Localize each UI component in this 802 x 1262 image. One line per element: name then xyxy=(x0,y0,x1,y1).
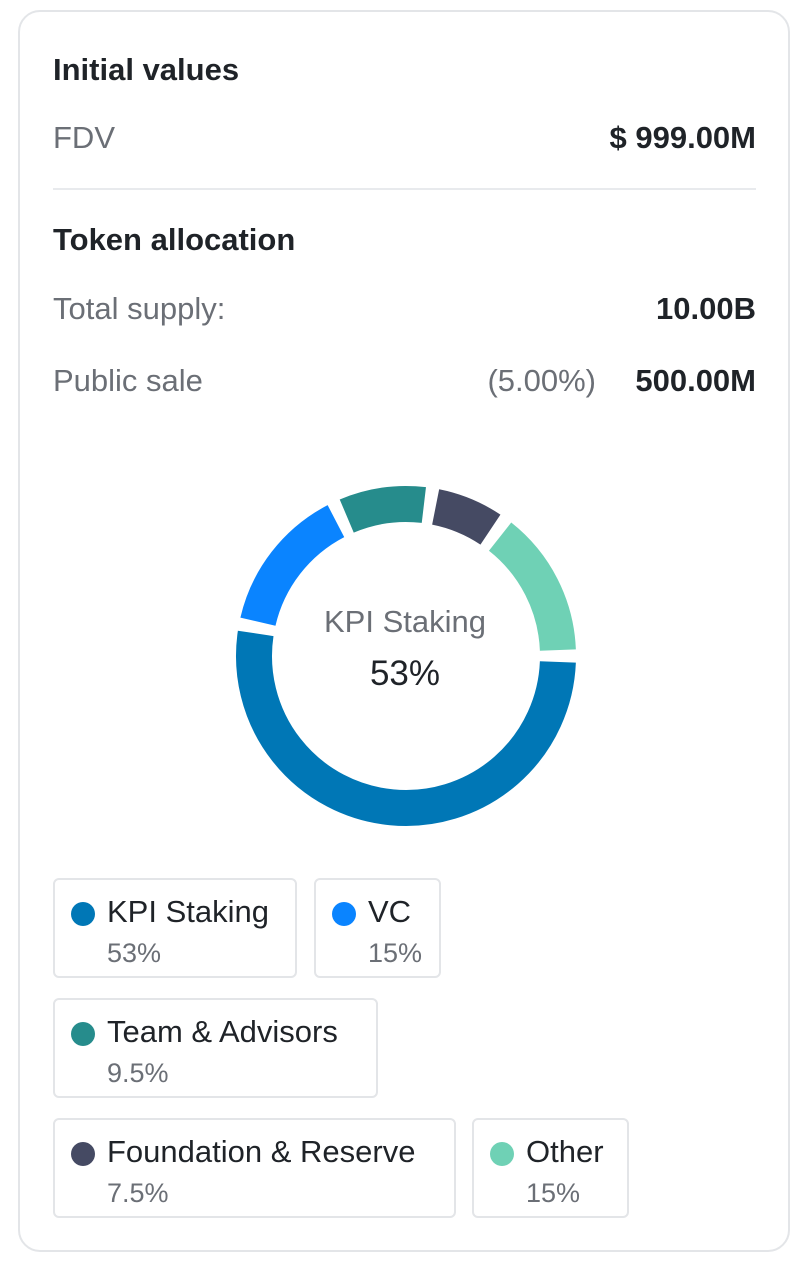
section-divider xyxy=(53,188,756,190)
token-allocation-title: Token allocation xyxy=(53,222,296,257)
fdv-value: $ 999.00M xyxy=(609,120,757,155)
allocation-donut-chart[interactable] xyxy=(234,484,578,828)
donut-slice-foundation-reserve[interactable] xyxy=(431,489,501,545)
legend-value: 15% xyxy=(526,1178,581,1208)
donut-slice-other[interactable] xyxy=(488,522,576,652)
public-sale-percent: (5.00%) xyxy=(487,363,596,398)
legend-name: Team & Advisors xyxy=(107,1014,338,1049)
legend-item-vc[interactable]: VC 15% xyxy=(314,878,441,978)
fdv-row: FDV $ 999.00M xyxy=(53,120,756,160)
legend-dot xyxy=(332,902,356,926)
legend-value: 53% xyxy=(107,938,162,968)
legend-item-kpi-staking[interactable]: KPI Staking 53% xyxy=(53,878,297,978)
legend-value: 7.5% xyxy=(107,1178,169,1208)
legend-name: Foundation & Reserve xyxy=(107,1134,416,1169)
legend-dot xyxy=(71,1022,95,1046)
public-sale-value: 500.00M xyxy=(635,363,756,398)
legend-item-team-advisors[interactable]: Team & Advisors 9.5% xyxy=(53,998,378,1098)
total-supply-value: 10.00B xyxy=(656,291,756,326)
legend-dot xyxy=(490,1142,514,1166)
legend-name: KPI Staking xyxy=(107,894,269,929)
initial-values-title: Initial values xyxy=(53,52,240,87)
fdv-label: FDV xyxy=(53,120,115,155)
donut-slice-team-advisors[interactable] xyxy=(339,486,426,533)
donut-center-value: 53% xyxy=(369,654,441,693)
public-sale-row: Public sale (5.00%) 500.00M xyxy=(53,363,756,403)
legend-name: VC xyxy=(368,894,412,929)
legend-item-foundation-reserve[interactable]: Foundation & Reserve 7.5% xyxy=(53,1118,456,1218)
legend-dot xyxy=(71,902,95,926)
legend-value: 15% xyxy=(368,938,423,968)
legend-item-other[interactable]: Other 15% xyxy=(472,1118,629,1218)
legend-value: 9.5% xyxy=(107,1058,169,1088)
public-sale-label: Public sale xyxy=(53,363,203,398)
legend-dot xyxy=(71,1142,95,1166)
donut-slice-kpi-staking[interactable] xyxy=(236,630,576,826)
donut-center-label: KPI Staking xyxy=(324,604,486,639)
total-supply-label: Total supply: xyxy=(53,291,226,326)
total-supply-row: Total supply: 10.00B xyxy=(53,291,756,331)
donut-slice-vc[interactable] xyxy=(240,505,345,627)
legend-name: Other xyxy=(526,1134,604,1169)
token-info-card: Initial values FDV $ 999.00M Token alloc… xyxy=(18,10,790,1252)
